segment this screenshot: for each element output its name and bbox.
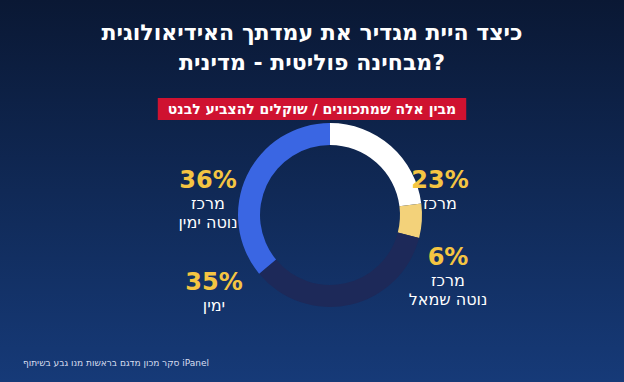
svg-text:23%: 23%: [411, 166, 468, 194]
svg-text:מרכז: מרכז: [191, 194, 225, 213]
svg-text:נוטה שמאל: נוטה שמאל: [409, 290, 488, 309]
svg-text:6%: 6%: [428, 243, 469, 271]
svg-text:36%: 36%: [179, 166, 236, 194]
svg-text:35%: 35%: [185, 268, 242, 296]
svg-text:מרכז: מרכז: [431, 271, 465, 290]
svg-text:נוטה ימין: נוטה ימין: [178, 213, 237, 232]
svg-text:מבחינה פוליטית - מדינית?: מבחינה פוליטית - מדינית?: [179, 50, 445, 75]
svg-text:כיצד היית מגדיר את עמדתך האידי: כיצד היית מגדיר את עמדתך האידיאולוגית: [101, 20, 522, 45]
svg-text:ימין: ימין: [203, 296, 225, 315]
svg-text:סקר מכון מדגם בראשות מנו גבע ב: סקר מכון מדגם בראשות מנו גבע בשיתוף iPan…: [23, 358, 209, 368]
svg-text:מבין אלה שמתכוונים / שוקלים לה: מבין אלה שמתכוונים / שוקלים להצביע לבנט: [168, 101, 456, 117]
svg-text:מרכז: מרכז: [423, 194, 457, 213]
